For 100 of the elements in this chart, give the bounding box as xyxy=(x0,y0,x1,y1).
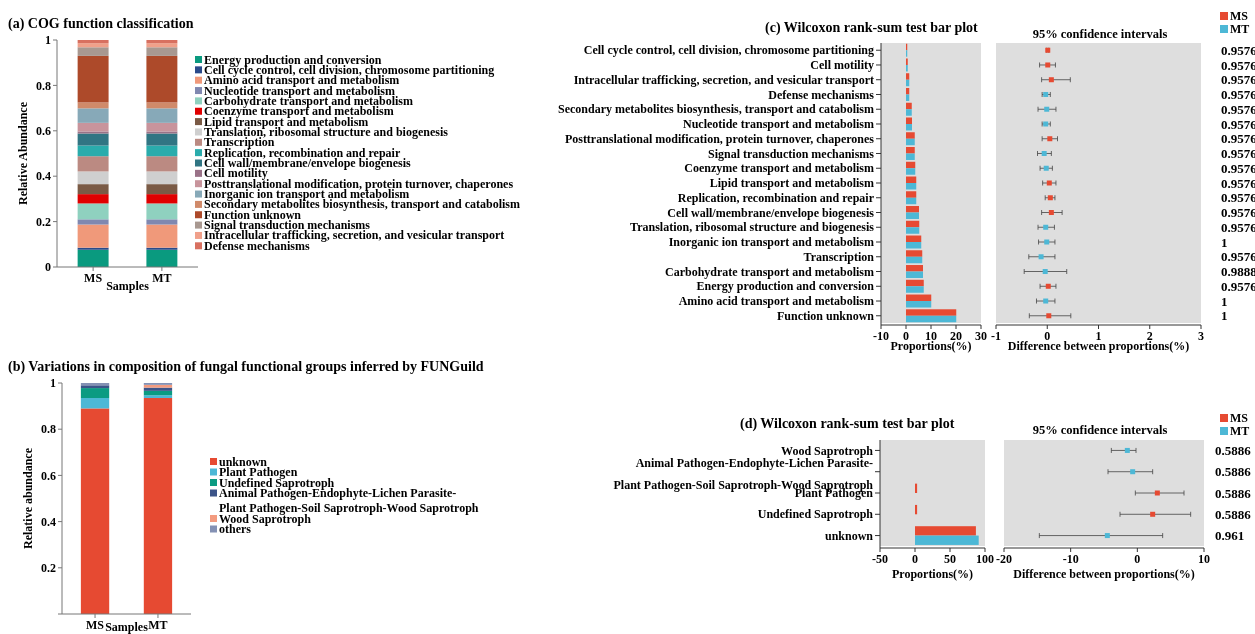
bar xyxy=(77,40,109,44)
x-tick-label: 50 xyxy=(944,552,956,566)
bar xyxy=(146,122,178,132)
bar xyxy=(146,171,178,185)
bar xyxy=(906,212,919,219)
y-tick-label: Posttranslational modification, protein turnover, chaperones xyxy=(564,131,875,146)
y-tick-label: Energy production and conversion xyxy=(696,279,875,294)
x-tick-label: -20 xyxy=(996,552,1012,566)
legend-label: MT xyxy=(1230,424,1250,439)
bar xyxy=(906,168,916,175)
y-axis-title: Relative abundance xyxy=(21,447,35,550)
bar xyxy=(80,388,110,399)
chart-title: (d) Wilcoxon rank-sum test bar plot xyxy=(740,416,955,432)
y-tick-label: 1 xyxy=(50,376,56,391)
x-tick-label: 0 xyxy=(912,552,918,566)
y-tick-label: 0.2 xyxy=(36,214,51,229)
point xyxy=(1043,165,1049,171)
point xyxy=(1124,447,1130,453)
y-tick-label: 0 xyxy=(45,260,51,275)
point xyxy=(1048,210,1054,216)
bar xyxy=(906,117,912,124)
point xyxy=(1130,469,1136,475)
x-tick-label: 3 xyxy=(1198,329,1204,343)
y-tick-label: Defense mechanisms xyxy=(768,87,875,102)
y-tick-label: Coenzyme transport and metabolism xyxy=(684,161,874,176)
bar xyxy=(146,247,178,250)
legend-label: others xyxy=(219,522,252,536)
y-tick-label: Intracellular trafficking, secretion, and vesicular transport xyxy=(573,72,874,87)
point xyxy=(1047,136,1053,142)
point xyxy=(1044,106,1050,112)
y-tick-label: Inorganic ion transport and metabolism xyxy=(668,235,874,250)
point xyxy=(1048,77,1054,83)
y-tick-label: unknown xyxy=(824,528,874,543)
chart-title: (a) COG function classification xyxy=(8,16,194,32)
y-tick-label: Translation, ribosomal structure and biogenesis xyxy=(630,220,875,235)
y-tick-label: Carbohydrate transport and metabolism xyxy=(665,264,874,279)
bar xyxy=(146,156,178,172)
y-tick-label: Amino acid transport and metabolism xyxy=(678,294,874,309)
bar xyxy=(906,286,924,293)
y-tick-label: Wood Saprotroph xyxy=(781,443,874,458)
text: 0.961 xyxy=(1215,528,1245,544)
bar xyxy=(146,145,178,157)
y-tick-label: Secondary metabolites biosynthesis, transport and catabolism xyxy=(557,102,874,117)
bar xyxy=(915,504,918,515)
y-tick-label: 0.4 xyxy=(36,169,51,184)
bar xyxy=(906,132,915,139)
bar xyxy=(906,123,912,131)
bar xyxy=(906,102,912,110)
text: (b) Variations in composition of fungal functional groups inferred by FUNGuild xyxy=(8,359,484,375)
bar xyxy=(143,395,173,399)
bar xyxy=(906,147,915,154)
bar xyxy=(906,197,917,205)
bar xyxy=(906,109,912,116)
bar xyxy=(77,194,109,204)
x-axis-title: Samples xyxy=(106,279,150,293)
bar xyxy=(906,301,932,308)
bar xyxy=(906,176,917,183)
bar xyxy=(906,279,924,287)
y-tick-label: Replication, recombination and repair xyxy=(677,190,875,205)
bar xyxy=(77,47,109,56)
bar xyxy=(146,108,178,123)
bar xyxy=(77,122,109,132)
bar xyxy=(906,242,922,249)
bar xyxy=(146,224,178,248)
x-axis-title: Proportions(%) xyxy=(891,567,974,581)
point xyxy=(1150,511,1156,517)
legend-label: MS xyxy=(1230,411,1249,426)
bar xyxy=(146,40,178,44)
bar xyxy=(77,249,109,267)
point xyxy=(1104,533,1110,539)
y-tick-label: 0.6 xyxy=(41,468,56,483)
bar xyxy=(77,108,109,123)
bar xyxy=(906,315,957,323)
y-tick-label: Transcription xyxy=(803,249,875,264)
text: 0.5886 xyxy=(1215,506,1252,522)
bar xyxy=(146,43,178,48)
bar xyxy=(146,133,178,146)
bar xyxy=(77,219,109,225)
point xyxy=(1043,224,1049,230)
point xyxy=(1041,151,1047,156)
x-tick-label: -50 xyxy=(872,552,888,566)
y-tick-label: Nucleotide transport and metabolism xyxy=(683,117,874,132)
point xyxy=(1043,298,1049,304)
y-tick-label: 0.8 xyxy=(36,78,51,93)
bar xyxy=(77,156,109,172)
bar xyxy=(146,219,178,225)
point xyxy=(1038,254,1044,260)
bar xyxy=(906,250,923,257)
y-tick-label: Cell motility xyxy=(810,58,874,73)
bar xyxy=(80,398,110,409)
text: 1 xyxy=(1221,234,1228,250)
bar xyxy=(915,483,918,493)
legend-label: MT xyxy=(1230,22,1250,37)
y-tick-label: Undefined Saprotroph xyxy=(757,507,874,522)
point xyxy=(1046,180,1052,186)
x-tick-label: -10 xyxy=(873,329,889,343)
bar xyxy=(906,227,920,234)
bar xyxy=(146,55,178,103)
bar xyxy=(906,94,910,101)
bar xyxy=(143,390,173,396)
